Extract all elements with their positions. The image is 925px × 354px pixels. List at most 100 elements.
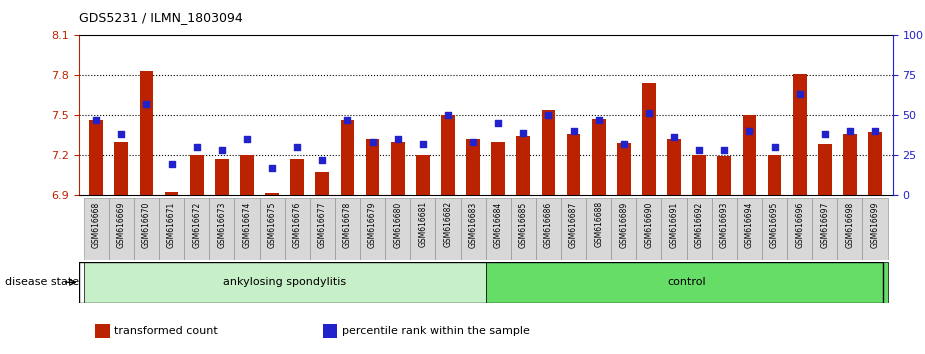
Text: GSM616676: GSM616676 bbox=[292, 201, 302, 248]
Point bbox=[818, 131, 833, 137]
Bar bbox=[567, 134, 581, 195]
Text: GSM616678: GSM616678 bbox=[343, 201, 352, 247]
Text: percentile rank within the sample: percentile rank within the sample bbox=[342, 326, 530, 336]
Bar bbox=[115, 142, 129, 195]
Bar bbox=[240, 155, 253, 195]
Text: transformed count: transformed count bbox=[115, 326, 218, 336]
Text: GSM616682: GSM616682 bbox=[443, 201, 452, 247]
Point bbox=[215, 147, 229, 153]
Text: GSM616685: GSM616685 bbox=[519, 201, 528, 247]
Point bbox=[868, 128, 882, 134]
Bar bbox=[592, 119, 606, 195]
Text: GSM616679: GSM616679 bbox=[368, 201, 377, 248]
Bar bbox=[441, 115, 455, 195]
Bar bbox=[511, 198, 536, 260]
Point bbox=[516, 130, 531, 135]
Text: GSM616698: GSM616698 bbox=[845, 201, 855, 247]
Text: GSM616689: GSM616689 bbox=[620, 201, 628, 247]
Bar bbox=[340, 120, 354, 195]
Bar bbox=[466, 139, 480, 195]
Text: GSM616680: GSM616680 bbox=[393, 201, 402, 247]
Text: GSM616695: GSM616695 bbox=[770, 201, 779, 248]
Point bbox=[440, 112, 455, 118]
Bar bbox=[134, 198, 159, 260]
Point bbox=[139, 101, 154, 107]
Text: GSM616668: GSM616668 bbox=[92, 201, 101, 247]
Bar bbox=[843, 134, 857, 195]
Bar bbox=[436, 198, 461, 260]
Bar bbox=[611, 198, 636, 260]
Bar bbox=[83, 262, 486, 303]
Point bbox=[240, 136, 254, 142]
Text: GSM616670: GSM616670 bbox=[142, 201, 151, 248]
Bar bbox=[335, 198, 360, 260]
Bar bbox=[365, 139, 379, 195]
Bar bbox=[83, 198, 109, 260]
Bar bbox=[215, 159, 228, 195]
Point bbox=[717, 147, 732, 153]
Point bbox=[114, 131, 129, 137]
Bar bbox=[209, 198, 234, 260]
Bar bbox=[486, 198, 511, 260]
Point bbox=[616, 141, 631, 147]
Point bbox=[190, 144, 204, 150]
Bar bbox=[285, 198, 310, 260]
Text: GSM616687: GSM616687 bbox=[569, 201, 578, 247]
Text: GSM616693: GSM616693 bbox=[720, 201, 729, 248]
Bar bbox=[692, 155, 706, 195]
Text: GSM616675: GSM616675 bbox=[267, 201, 277, 248]
Bar bbox=[536, 198, 561, 260]
Point bbox=[566, 128, 581, 134]
Bar bbox=[360, 198, 385, 260]
Bar bbox=[768, 155, 782, 195]
Bar bbox=[165, 192, 179, 195]
Bar bbox=[90, 120, 103, 195]
Bar bbox=[310, 198, 335, 260]
Text: GSM616684: GSM616684 bbox=[494, 201, 502, 247]
Text: GSM616694: GSM616694 bbox=[745, 201, 754, 248]
Text: GSM616677: GSM616677 bbox=[318, 201, 327, 248]
Point bbox=[89, 117, 104, 122]
Point bbox=[541, 112, 556, 118]
Bar bbox=[159, 198, 184, 260]
Bar bbox=[837, 198, 862, 260]
Point bbox=[767, 144, 782, 150]
Text: GSM616681: GSM616681 bbox=[418, 201, 427, 247]
Bar bbox=[561, 198, 586, 260]
Bar bbox=[486, 262, 888, 303]
Bar bbox=[385, 198, 411, 260]
Bar bbox=[743, 115, 757, 195]
Bar bbox=[184, 198, 209, 260]
Bar bbox=[541, 110, 555, 195]
Bar bbox=[586, 198, 611, 260]
Bar bbox=[793, 74, 807, 195]
Bar bbox=[862, 198, 888, 260]
Bar bbox=[718, 156, 731, 195]
Bar bbox=[636, 198, 661, 260]
Point bbox=[390, 136, 405, 142]
Bar bbox=[661, 198, 686, 260]
Bar bbox=[315, 172, 329, 195]
Text: GSM616696: GSM616696 bbox=[796, 201, 804, 248]
Text: GSM616672: GSM616672 bbox=[192, 201, 202, 247]
Bar bbox=[265, 193, 279, 195]
Bar bbox=[516, 136, 530, 195]
Point bbox=[265, 165, 279, 170]
Point bbox=[465, 139, 480, 145]
Bar bbox=[323, 324, 338, 338]
Bar bbox=[234, 198, 260, 260]
Text: GSM616690: GSM616690 bbox=[645, 201, 653, 248]
Bar bbox=[818, 144, 832, 195]
Bar bbox=[642, 83, 656, 195]
Text: GSM616699: GSM616699 bbox=[870, 201, 880, 248]
Text: GSM616697: GSM616697 bbox=[820, 201, 830, 248]
Bar bbox=[711, 198, 737, 260]
Text: GSM616692: GSM616692 bbox=[695, 201, 704, 247]
Text: GSM616671: GSM616671 bbox=[167, 201, 176, 247]
Point bbox=[365, 139, 380, 145]
Text: GSM616691: GSM616691 bbox=[670, 201, 679, 247]
Point bbox=[742, 128, 757, 134]
Bar bbox=[290, 159, 304, 195]
Bar bbox=[617, 143, 631, 195]
Bar bbox=[787, 198, 812, 260]
